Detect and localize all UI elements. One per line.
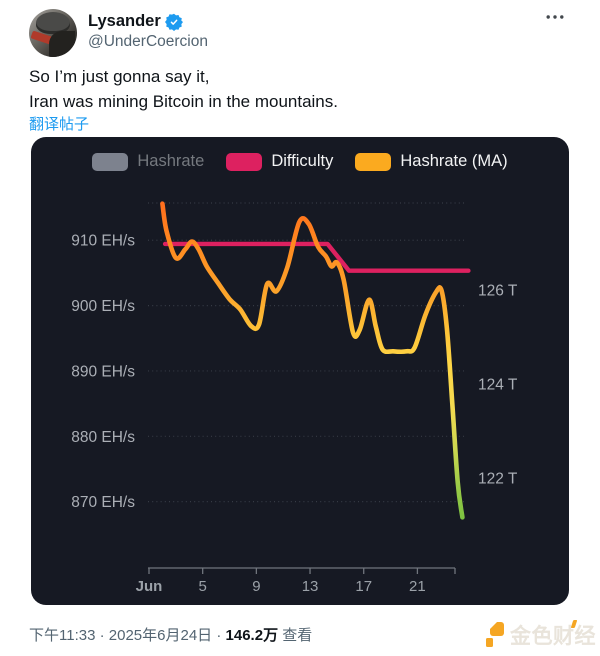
chart-svg: 910 EH/s 900 EH/s 890 EH/s 880 EH/s 870 EH/s… xyxy=(71,201,518,595)
legend-item-difficulty[interactable]: Difficulty xyxy=(226,152,333,171)
x-tick-label: 21 xyxy=(409,578,426,595)
avatar-shade-shape xyxy=(49,31,75,57)
views-count[interactable]: 146.2万 xyxy=(225,627,279,644)
legend-label: Difficulty xyxy=(271,152,334,170)
more-menu-button[interactable] xyxy=(544,8,566,26)
x-tick-label: 17 xyxy=(355,578,372,595)
x-tick-label: Jun xyxy=(136,578,163,595)
x-axis: Jun 5 9 13 17 21 xyxy=(136,567,456,595)
views-label[interactable]: 查看 xyxy=(282,627,313,644)
y-left-tick-label: 890 EH/s xyxy=(71,363,135,380)
y-left-tick-label: 910 EH/s xyxy=(71,233,135,250)
tweet-text-line-1: So I’m just gonna say it, xyxy=(29,67,210,86)
legend-chip xyxy=(355,152,392,171)
legend-item-hashrate[interactable]: Hashrate xyxy=(92,152,204,171)
x-tick-label: 13 xyxy=(302,578,319,595)
more-dots-icon xyxy=(546,15,564,19)
post-date: 2025年6月24日 xyxy=(108,627,213,644)
tweet-meta: 下午11:33 · 2025年6月24日 · 146.2万 查看 xyxy=(29,624,312,645)
legend-chip xyxy=(226,152,263,171)
y-right-tick-label: 122 T xyxy=(478,471,518,488)
legend-label: Hashrate xyxy=(137,152,205,170)
chart-legend: Hashrate Difficulty Hashrate (MA) xyxy=(31,152,569,171)
avatar[interactable] xyxy=(29,9,77,57)
gridlines: 910 EH/s 900 EH/s 890 EH/s 880 EH/s 870 EH/s… xyxy=(71,202,518,511)
author-row: Lysander xyxy=(88,12,183,31)
avatar-helmet-shape xyxy=(36,12,70,34)
separator: · xyxy=(99,627,105,644)
y-left-tick-label: 900 EH/s xyxy=(71,298,135,315)
difficulty-line xyxy=(162,241,471,273)
verified-badge-icon xyxy=(164,13,183,31)
jinse-watermark: 金色财经 xyxy=(486,620,596,650)
legend-item-hashrate-ma-[interactable]: Hashrate (MA) xyxy=(355,152,508,171)
chart-card[interactable]: Hashrate Difficulty Hashrate (MA) 910 EH/s… xyxy=(31,137,569,605)
jinse-watermark-text: 金色财经 xyxy=(510,620,596,650)
y-left-tick-label: 880 EH/s xyxy=(71,429,135,446)
author-handle[interactable]: @UnderCoercion xyxy=(88,33,208,50)
tweet-text-line-2: Iran was mining Bitcoin in the mountains… xyxy=(29,92,338,111)
legend-chip xyxy=(92,152,129,171)
author-name[interactable]: Lysander xyxy=(88,12,161,30)
x-tick-label: 5 xyxy=(199,578,207,595)
x-tick-label: 9 xyxy=(252,578,260,595)
y-right-tick-label: 126 T xyxy=(478,283,518,300)
y-right-tick-label: 124 T xyxy=(478,377,518,394)
hashrate-ma-line xyxy=(160,201,465,520)
legend-label: Hashrate (MA) xyxy=(400,152,508,170)
y-left-tick-label: 870 EH/s xyxy=(71,494,135,511)
tweet-text: So I’m just gonna say it, Iran was minin… xyxy=(29,64,574,114)
post-time: 下午11:33 xyxy=(29,627,96,644)
separator: · xyxy=(216,627,222,644)
jinse-logo-icon xyxy=(486,621,504,647)
translate-post-link[interactable]: 翻译帖子 xyxy=(29,116,90,133)
